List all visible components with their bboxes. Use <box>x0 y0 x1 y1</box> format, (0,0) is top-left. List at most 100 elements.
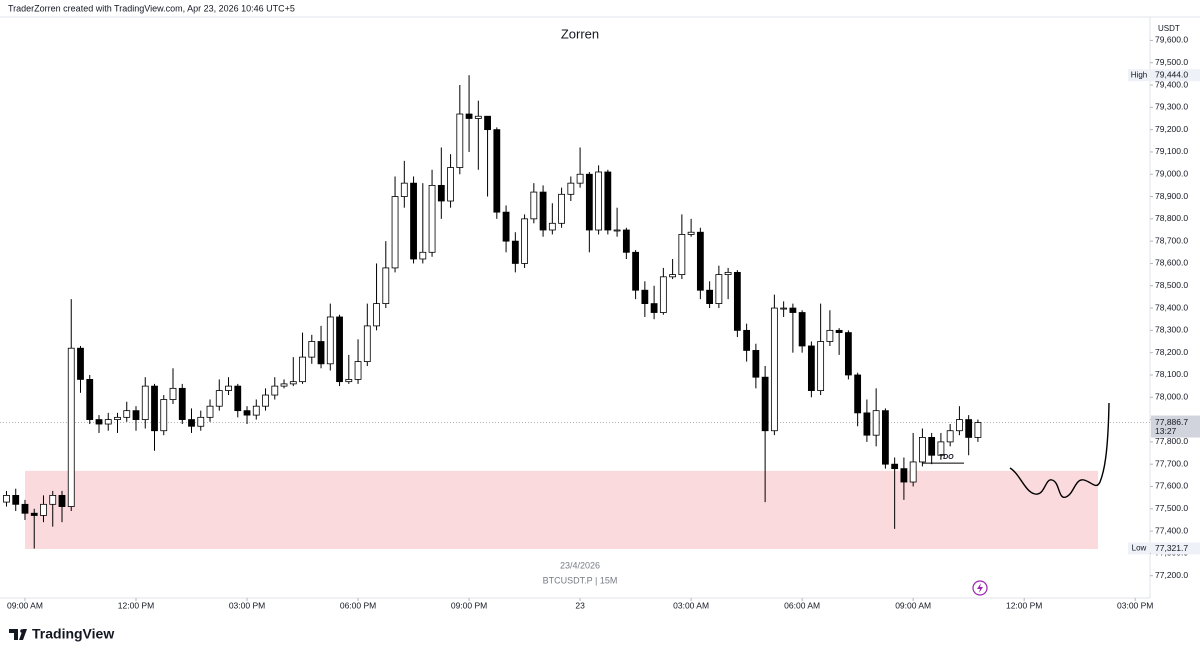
candle-body <box>123 410 131 418</box>
date-label: 23/4/2026 <box>560 560 600 570</box>
low-value: 77,321.7 <box>1155 543 1188 553</box>
candle-body <box>761 376 769 432</box>
candle-body <box>752 350 760 378</box>
candle-body <box>835 329 843 333</box>
y-tick-label: 79,400.0 <box>1155 79 1188 89</box>
alert-bolt[interactable] <box>977 583 983 593</box>
chart-title: Zorren <box>561 26 599 41</box>
logo-dot <box>20 629 24 633</box>
last-price-badge <box>1151 415 1200 438</box>
y-tick-label: 78,300.0 <box>1155 325 1188 335</box>
symbol-label: BTCUSDT.P | 15M <box>543 575 618 585</box>
candle-body <box>225 385 232 391</box>
candle-body <box>567 182 575 195</box>
x-tick-label: 03:00 AM <box>673 600 709 610</box>
candle-body <box>299 356 306 383</box>
alert-circle[interactable] <box>972 580 988 596</box>
candle-body <box>604 171 612 231</box>
candle-body <box>437 184 445 202</box>
candle-body <box>937 441 945 456</box>
candle-body <box>548 222 556 231</box>
candle-body <box>974 422 982 438</box>
zone-layer <box>25 470 1098 549</box>
x-tick-label: 09:00 PM <box>451 600 487 610</box>
y-tick-label: 77,700.0 <box>1155 458 1188 468</box>
candle-body <box>474 115 482 119</box>
candle-body <box>881 410 889 465</box>
candle-body <box>373 303 380 327</box>
candle-body <box>215 390 223 407</box>
candle-body <box>95 419 103 425</box>
candle-body <box>30 512 38 516</box>
y-tick-label: 78,600.0 <box>1155 258 1188 268</box>
y-tick-label: 79,600.0 <box>1155 35 1188 45</box>
low-label: Low <box>1132 544 1147 553</box>
y-tick-label: 79,200.0 <box>1155 124 1188 134</box>
y-tick-label: 79,100.0 <box>1155 146 1188 156</box>
candle-body <box>715 274 723 304</box>
candle-body <box>844 332 852 376</box>
candle-body <box>447 167 454 202</box>
countdown: 13:27 <box>1155 426 1177 436</box>
candle-body <box>289 381 297 385</box>
candle-body <box>622 229 630 253</box>
candle-body <box>58 495 66 507</box>
candle-body <box>900 468 908 483</box>
candle-body <box>854 374 862 414</box>
candle-body <box>687 231 695 235</box>
y-axis-label: USDT <box>1158 24 1180 33</box>
candle-body <box>234 385 242 412</box>
low-badge <box>1128 542 1150 555</box>
y-tick-label: 77,800.0 <box>1155 436 1188 446</box>
candle-body <box>160 399 168 432</box>
candle-body <box>511 240 519 264</box>
candle-body <box>77 347 84 380</box>
y-tick-label: 77,500.0 <box>1155 503 1188 513</box>
candle-body <box>49 495 57 505</box>
candle-body <box>558 193 565 224</box>
y-tick-label: 78,800.0 <box>1155 213 1188 223</box>
y-tick-label: 77,400.0 <box>1155 525 1188 535</box>
candle-body <box>271 385 279 396</box>
alert-icon[interactable] <box>972 580 988 596</box>
candle-body <box>817 341 825 391</box>
candle-body <box>743 329 751 351</box>
y-tick-label: 78,200.0 <box>1155 347 1188 357</box>
brand: TradingView <box>32 626 114 642</box>
candle-body <box>428 184 436 253</box>
candle-body <box>669 274 677 278</box>
candle-body <box>151 385 158 432</box>
candle-body <box>585 173 593 231</box>
candle-body <box>132 410 140 420</box>
candle-body <box>484 115 491 131</box>
high-value-badge <box>1151 69 1200 82</box>
candle-body <box>780 307 788 310</box>
candle-body <box>632 251 639 291</box>
candle-body <box>530 191 538 220</box>
candle-body <box>206 405 214 418</box>
candle-body <box>40 503 47 516</box>
candle-body <box>678 234 686 276</box>
candle-body <box>114 416 121 420</box>
candle-body <box>243 410 251 416</box>
y-tick-label: 78,000.0 <box>1155 392 1188 402</box>
candle-body <box>576 173 584 184</box>
candle-body <box>21 503 29 514</box>
candle-body <box>706 289 714 304</box>
candle-body <box>336 316 343 383</box>
y-tick-label: 77,200.0 <box>1155 570 1188 580</box>
candle-body <box>826 329 834 342</box>
candle-body <box>789 307 797 313</box>
candle-body <box>308 341 316 358</box>
candle-body <box>659 276 667 313</box>
candle-body <box>419 251 427 260</box>
candle-body <box>733 271 741 331</box>
candle-body <box>919 437 926 463</box>
candle-body <box>3 495 10 503</box>
candle-body <box>197 416 205 427</box>
y-tick-label: 78,900.0 <box>1155 191 1188 201</box>
candle-body <box>262 394 269 407</box>
candle-body <box>946 430 954 443</box>
x-tick-label: 12:00 PM <box>118 600 154 610</box>
